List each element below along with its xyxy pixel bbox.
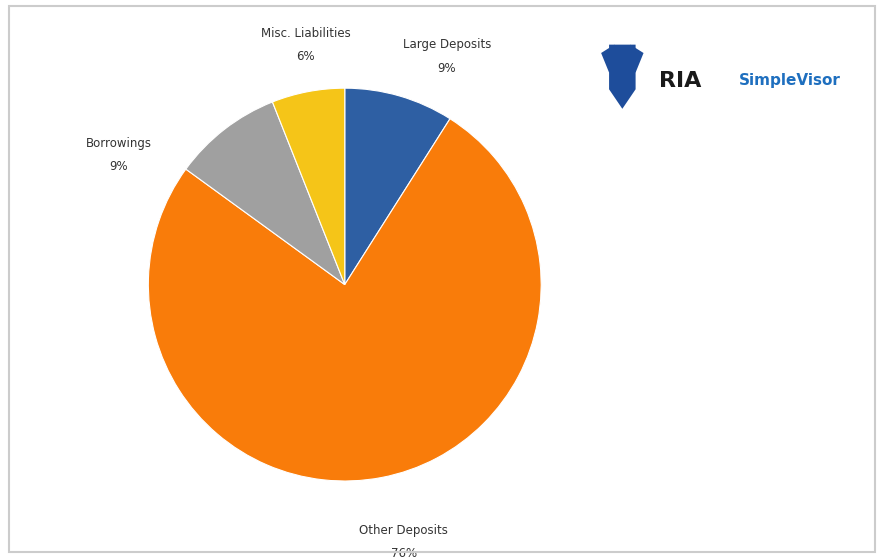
Text: 9%: 9%: [110, 160, 128, 173]
Wedge shape: [186, 102, 345, 285]
Text: 9%: 9%: [438, 62, 456, 75]
Polygon shape: [609, 45, 636, 109]
Text: 6%: 6%: [296, 50, 315, 63]
Text: RIA: RIA: [659, 71, 702, 91]
Text: Large Deposits: Large Deposits: [403, 39, 492, 51]
Polygon shape: [601, 45, 622, 73]
Wedge shape: [272, 88, 345, 285]
Text: Misc. Liabilities: Misc. Liabilities: [261, 27, 350, 40]
Title: Commercial Bank Liabilities: Commercial Bank Liabilities: [28, 0, 317, 1]
Text: Borrowings: Borrowings: [86, 137, 152, 150]
Polygon shape: [622, 45, 644, 73]
Text: Other Deposits: Other Deposits: [359, 523, 448, 537]
Wedge shape: [149, 119, 541, 481]
Wedge shape: [345, 88, 450, 285]
Text: 76%: 76%: [391, 547, 416, 558]
Text: SimpleVisor: SimpleVisor: [739, 74, 841, 88]
